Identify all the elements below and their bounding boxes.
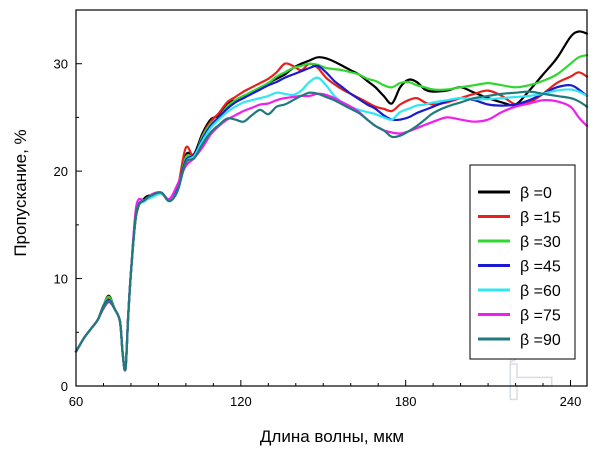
y-tick-label: 10 [54,272,68,287]
legend-label-2: β =30 [520,234,561,251]
y-axis-title: Пропускание, % [11,129,30,256]
x-tick-label: 120 [230,394,252,409]
plot-lines [74,30,589,372]
legend-label-6: β =90 [520,332,561,349]
y-tick-label: 0 [61,379,68,394]
x-axis-title: Длина волны, мкм [260,427,404,446]
y-tick-label: 30 [54,57,68,72]
x-tick-label: 180 [395,394,417,409]
legend-label-3: β =45 [520,259,561,276]
series-line-6 [74,90,589,372]
legend-label-0: β =0 [520,185,552,202]
y-axis-ticks: 0 10 20 30 [54,57,82,394]
x-tick-label: 60 [69,394,83,409]
legend-label-1: β =15 [520,210,561,227]
y-tick-label: 20 [54,164,68,179]
plot-frame [75,9,588,387]
legend: β =0 β =15 β =30 β =45 β =60 β =75 β =90 [469,164,576,360]
legend-label-4: β =60 [520,283,561,300]
x-tick-label: 240 [560,394,582,409]
legend-box [469,164,576,360]
x-axis-ticks: 60 120 180 240 [69,380,582,409]
legend-label-5: β =75 [520,308,561,325]
